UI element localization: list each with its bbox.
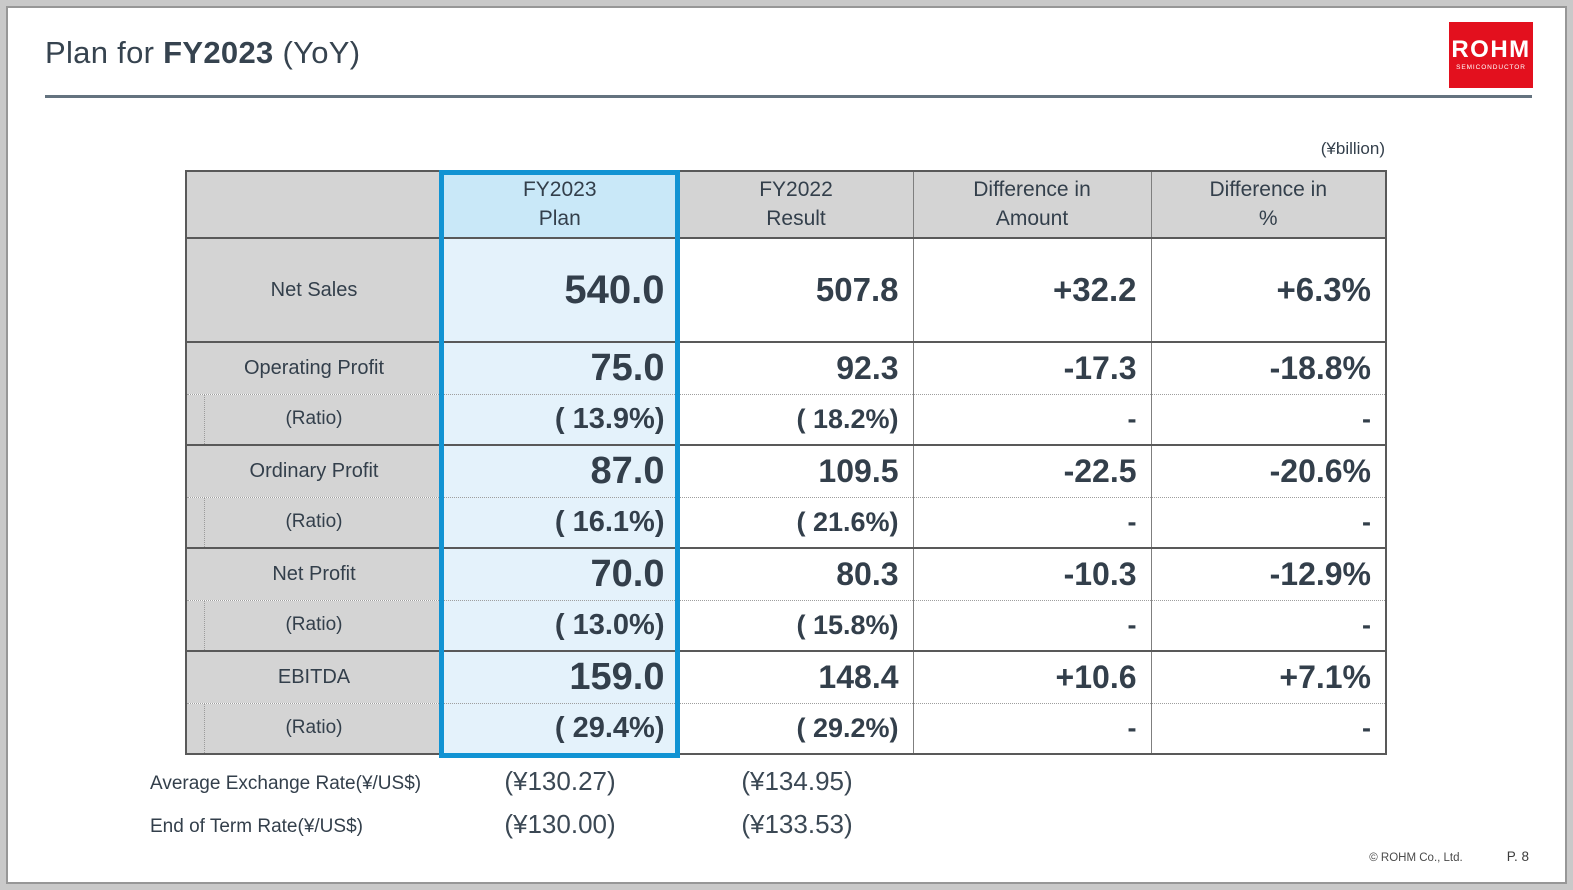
exchange-rate-label: Average Exchange Rate(¥/US$) [150,773,422,794]
operating-profit-ratio-fy2023: ( 13.9%) [441,393,679,445]
row-label-ratio: (Ratio) [186,393,441,445]
row-label-ratio: (Ratio) [186,496,441,548]
page-number: P. 8 [1506,849,1529,864]
ebitda-ratio-fy2022: ( 29.2%) [678,702,913,754]
row-label: Operating Profit [186,341,441,394]
net-profit-ratio-diff-amount: - [912,599,1151,651]
table-row-ordinary-profit-ratio: (Ratio) ( 16.1%) ( 21.6%) - - [186,496,1386,548]
ordinary-profit-fy2023: 87.0 [441,444,679,497]
header-fy2022-line1: FY2022 [759,178,833,202]
ebitda-fy2022: 148.4 [678,650,913,703]
ebitda-ratio-fy2023: ( 29.4%) [441,702,679,754]
slide-footer: © ROHM Co., Ltd. P. 8 [1369,849,1529,864]
header-fy2022-line2: Result [766,206,826,230]
header-fy2023-plan: FY2023 Plan [441,171,679,239]
header-diff-amount-line2: Amount [995,206,1069,230]
ordinary-profit-fy2022: 109.5 [678,444,913,497]
operating-profit-fy2022: 92.3 [678,341,913,394]
exchange-rate-row-end-of-term: End of Term Rate(¥/US$) (¥130.00) (¥133.… [8,807,1565,851]
header-difference-percent: Difference in % [1150,171,1386,239]
header-diff-pct-line1: Difference in [1209,178,1327,202]
table-header-row: FY2023 Plan FY2022 Result Difference in … [186,171,1386,239]
row-label: Net Profit [186,547,441,600]
average-rate-fy2023: (¥130.27) [504,766,616,796]
average-rate-fy2022: (¥134.95) [741,766,853,796]
net-sales-diff-pct: +6.3% [1150,238,1386,342]
title-year: FY2023 [163,35,274,70]
header-difference-amount: Difference in Amount [912,171,1151,239]
net-sales-diff-amount: +32.2 [912,238,1151,342]
table-row-net-profit: Net Profit 70.0 80.3 -10.3 -12.9% [186,547,1386,600]
header-fy2023-line1: FY2023 [522,178,597,202]
net-profit-ratio-fy2022: ( 15.8%) [678,599,913,651]
net-profit-ratio-fy2023: ( 13.0%) [441,599,679,651]
ordinary-profit-diff-amount: -22.5 [912,444,1151,497]
table-row-operating-profit-ratio: (Ratio) ( 13.9%) ( 18.2%) - - [186,393,1386,445]
net-profit-diff-amount: -10.3 [912,547,1151,600]
row-label-ratio: (Ratio) [186,599,441,651]
ordinary-profit-ratio-diff-amount: - [912,496,1151,548]
net-sales-fy2022: 507.8 [678,238,913,342]
net-profit-diff-pct: -12.9% [1150,547,1386,600]
table-row-operating-profit: Operating Profit 75.0 92.3 -17.3 -18.8% [186,341,1386,394]
ordinary-profit-ratio-fy2022: ( 21.6%) [678,496,913,548]
row-label: Net Sales [186,238,441,342]
ebitda-fy2023: 159.0 [441,650,679,703]
operating-profit-ratio-diff-amount: - [912,393,1151,445]
header-diff-amount-line1: Difference in [973,178,1091,202]
operating-profit-ratio-fy2022: ( 18.2%) [678,393,913,445]
operating-profit-diff-pct: -18.8% [1150,341,1386,394]
rohm-logo-tagline: SEMICONDUCTOR [1456,64,1526,72]
table-row-net-sales: Net Sales 540.0 507.8 +32.2 +6.3% [186,238,1386,342]
rohm-logo-text: ROHM [1451,36,1531,64]
net-profit-fy2023: 70.0 [441,547,679,600]
operating-profit-fy2023: 75.0 [441,341,679,394]
row-label-ratio: (Ratio) [186,702,441,754]
net-profit-fy2022: 80.3 [678,547,913,600]
net-sales-fy2023: 540.0 [441,238,679,342]
ordinary-profit-ratio-diff-pct: - [1150,496,1386,548]
slide: Plan for FY2023 (YoY) ROHM SEMICONDUCTOR… [6,6,1567,884]
ordinary-profit-ratio-fy2023: ( 16.1%) [441,496,679,548]
rohm-logo: ROHM SEMICONDUCTOR [1449,22,1533,88]
title-suffix: (YoY) [273,35,361,70]
page-title: Plan for FY2023 (YoY) [45,35,360,71]
financial-table: FY2023 Plan FY2022 Result Difference in … [185,170,1387,755]
end-of-term-rate-label: End of Term Rate(¥/US$) [150,816,363,837]
operating-profit-diff-amount: -17.3 [912,341,1151,394]
ebitda-ratio-diff-pct: - [1150,702,1386,754]
table-row-ebitda-ratio: (Ratio) ( 29.4%) ( 29.2%) - - [186,702,1386,754]
unit-note: (¥billion) [1320,139,1385,158]
ebitda-diff-pct: +7.1% [1150,650,1386,703]
header-fy2023-line2: Plan [538,206,581,230]
ebitda-diff-amount: +10.6 [912,650,1151,703]
table-row-ordinary-profit: Ordinary Profit 87.0 109.5 -22.5 -20.6% [186,444,1386,497]
table-row-ebitda: EBITDA 159.0 148.4 +10.6 +7.1% [186,650,1386,703]
row-label: Ordinary Profit [186,444,441,497]
copyright-text: © ROHM Co., Ltd. [1369,852,1463,864]
ordinary-profit-diff-pct: -20.6% [1150,444,1386,497]
end-of-term-rate-fy2022: (¥133.53) [741,809,853,839]
net-profit-ratio-diff-pct: - [1150,599,1386,651]
end-of-term-rate-fy2023: (¥130.00) [504,809,616,839]
row-label: EBITDA [186,650,441,703]
title-prefix: Plan for [45,35,164,70]
operating-profit-ratio-diff-pct: - [1150,393,1386,445]
ebitda-ratio-diff-amount: - [912,702,1151,754]
table-row-net-profit-ratio: (Ratio) ( 13.0%) ( 15.8%) - - [186,599,1386,651]
header-blank-cell [186,171,441,239]
header-fy2022-result: FY2022 Result [678,171,913,239]
title-divider [45,95,1532,98]
exchange-rate-row-average: Average Exchange Rate(¥/US$) (¥130.27) (… [8,764,1565,808]
header-diff-pct-line2: % [1258,206,1278,230]
